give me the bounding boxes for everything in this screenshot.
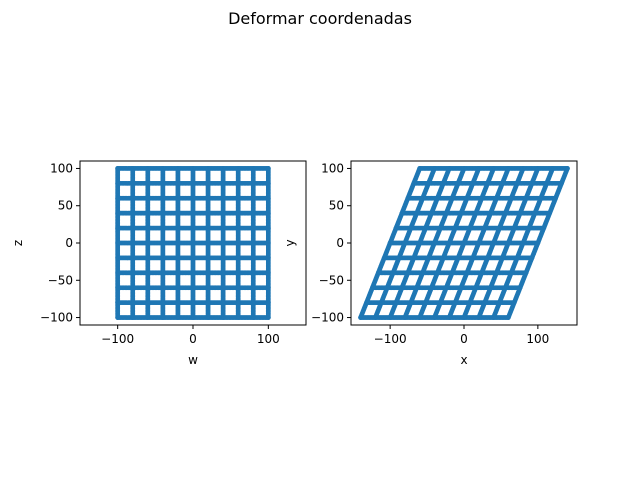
left-x-ticks: −100 0 100 (101, 325, 280, 346)
left-y-axis-label: z (11, 240, 25, 246)
left-x-axis-label: w (188, 353, 198, 367)
y-tick-label: −100 (311, 311, 344, 325)
x-tick-label: 100 (526, 332, 549, 346)
y-tick-label: 100 (321, 161, 344, 175)
right-x-ticks: −100 0 100 (374, 325, 549, 346)
right-subplot: −100 0 100 −100 −50 0 50 100 x y (283, 160, 578, 367)
scatter-point (565, 166, 570, 171)
x-tick-label: 100 (257, 332, 280, 346)
x-tick-label: 0 (460, 332, 468, 346)
y-tick-label: 100 (50, 161, 73, 175)
x-tick-label: −100 (101, 332, 134, 346)
right-y-axis-label: y (283, 239, 297, 246)
x-tick-label: −100 (374, 332, 407, 346)
right-scatter-points (358, 166, 570, 320)
right-x-axis-label: x (460, 353, 467, 367)
y-tick-label: −100 (40, 311, 73, 325)
x-tick-label: 0 (189, 332, 197, 346)
y-tick-label: 50 (329, 199, 344, 213)
scatter-point (265, 166, 271, 171)
y-tick-label: −50 (319, 273, 344, 287)
y-tick-label: 0 (65, 236, 73, 250)
left-y-ticks: −100 −50 0 50 100 (40, 161, 80, 325)
y-tick-label: 0 (336, 236, 344, 250)
left-subplot: −100 0 100 −100 −50 0 50 100 w z (11, 160, 307, 367)
y-tick-label: 50 (58, 199, 73, 213)
right-y-ticks: −100 −50 0 50 100 (311, 161, 351, 325)
figure-title: Deformar coordenadas (228, 9, 412, 28)
left-scatter-points (115, 166, 271, 320)
y-tick-label: −50 (48, 273, 73, 287)
